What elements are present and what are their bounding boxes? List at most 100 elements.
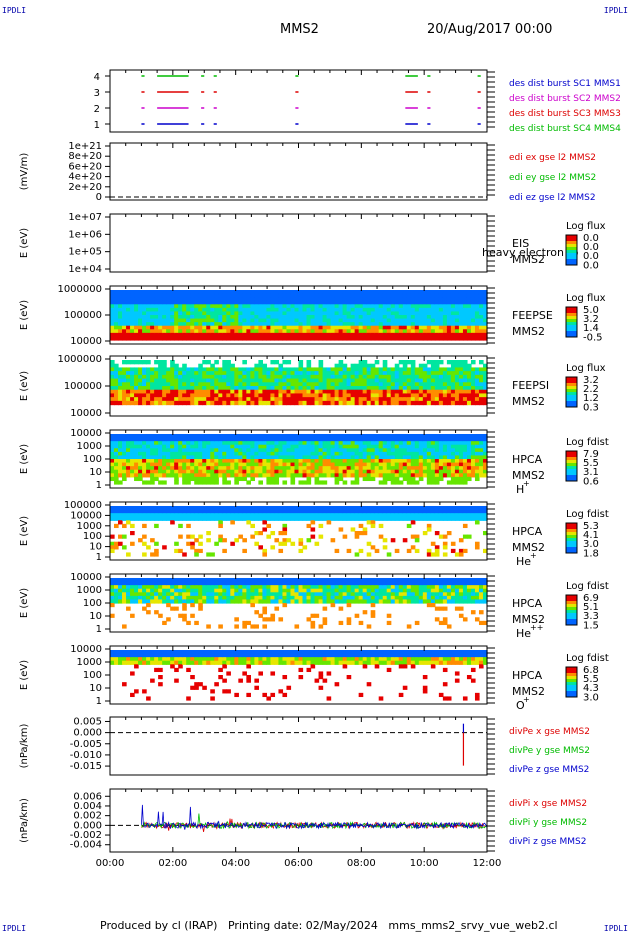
hpca-hepp-panel-pixel (266, 617, 272, 622)
hpca-h-panel-pixel (214, 466, 219, 471)
feepse-panel-pixel (318, 300, 324, 305)
hpca-h-panel-pixel (254, 466, 259, 471)
hpca-hepp-panel-pixel (178, 595, 183, 601)
hpca-h-panel-pixel (146, 455, 151, 460)
feepsi-panel-pixel (182, 382, 187, 387)
feepsi-panel-instrument-name: FEEPSI (512, 379, 549, 392)
feepsi-panel-pixel (278, 393, 284, 398)
feepse-panel-pixel (450, 290, 456, 295)
hpca-h-panel-pixel (158, 441, 163, 446)
feepsi-panel-pixel (442, 367, 448, 372)
feepse-panel-pixel (206, 297, 211, 302)
hpca-hepp-panel-pixel (250, 592, 255, 597)
feepse-panel-pixel (202, 293, 207, 298)
hpca-he-panel-pixel (330, 513, 336, 518)
feepse-panel-pixel (450, 293, 456, 298)
feepsi-panel-pixel (358, 363, 364, 369)
hpca-h-panel-pixel (406, 466, 412, 471)
hpca-hepp-panel-pixel (166, 578, 171, 583)
hpca-h-panel-pixel (186, 473, 191, 478)
hpca-hepp-panel-pixel (246, 581, 251, 586)
feepse-panel-pixel (174, 290, 179, 295)
hpca-h-panel-pixel (226, 444, 231, 449)
hpca-hepp-panel-pixel (206, 599, 211, 604)
feepse-panel-pixel (482, 293, 488, 298)
feepsi-panel-pixel (278, 389, 284, 395)
feepsi-panel-ytick-label: 10000 (70, 408, 102, 419)
hpca-he-panel-pixel (142, 552, 147, 557)
hpca-hepp-panel-pixel (286, 592, 292, 597)
feepse-panel-pixel (246, 315, 251, 320)
hpca-h-panel-pixel (194, 448, 199, 453)
hpca-h-panel-pixel (314, 466, 320, 471)
feepse-panel-pixel (410, 332, 416, 338)
hpca-hepp-panel-pixel (158, 578, 163, 583)
hpca-hepp-panel-pixel (274, 599, 280, 604)
feepse-panel-pixel (162, 336, 167, 341)
feepsi-panel-pixel (390, 393, 396, 398)
hpca-he-panel-pixel (394, 513, 400, 518)
feepse-panel-pixel (386, 297, 392, 302)
feepsi-panel-pixel (346, 400, 352, 406)
hpca-he-panel-pixel (458, 538, 464, 543)
hpca-h-panel-pixel (250, 451, 255, 457)
hpca-h-panel-pixel (466, 469, 472, 474)
hpca-h-panel-pixel (350, 437, 356, 442)
eis-panel-colorbar-frame (565, 234, 578, 266)
feepsi-panel-pixel (482, 363, 488, 369)
feepse-panel-pixel (182, 300, 187, 305)
hpca-hepp-panel-pixel (202, 595, 207, 601)
hpca-h-panel-pixel (250, 444, 255, 449)
hpca-h-panel-pixel (390, 441, 396, 446)
hpca-he-panel-pixel (122, 509, 127, 514)
feepsi-panel-pixel (386, 386, 392, 391)
edi-panel-frame (109, 142, 488, 201)
feepsi-panel-pixel (450, 382, 456, 387)
feepsi-panel-pixel (230, 363, 235, 369)
feepse-panel-pixel (270, 322, 276, 327)
feepsi-panel-pixel (474, 400, 480, 406)
hpca-h-panel-pixel (114, 444, 119, 449)
hpca-h-panel-pixel (390, 444, 396, 449)
hpca-hepp-panel-pixel (258, 595, 264, 601)
feepse-panel-pixel (170, 318, 175, 323)
feepsi-panel-pixel (370, 371, 376, 376)
hpca-h-panel-pixel (198, 451, 203, 457)
feepsi-panel-pixel (206, 371, 211, 376)
feepsi-panel-pixel (266, 371, 272, 376)
feepse-panel-pixel (330, 307, 336, 313)
hpca-he-panel-pixel (454, 552, 460, 557)
hpca-hepp-panel-pixel (110, 581, 115, 586)
hpca-h-panel-pixel (326, 466, 332, 471)
hpca-h-panel-pixel (170, 459, 175, 464)
hpca-h-panel-pixel (366, 466, 372, 471)
feepse-panel-pixel (202, 332, 207, 338)
hpca-he-panel-pixel (438, 534, 444, 539)
feepse-panel-pixel (474, 322, 480, 327)
hpca-he-panel-pixel (262, 520, 268, 525)
feepse-panel-pixel (478, 332, 484, 338)
hpca-h-panel-pixel (174, 455, 179, 460)
feepse-panel-pixel (326, 329, 332, 334)
feepsi-panel-pixel (310, 378, 316, 383)
feepsi-panel-pixel (246, 389, 251, 395)
hpca-he-panel-colorbar-tick: 5.3 (583, 521, 599, 532)
hpca-h-panel-pixel (318, 448, 324, 453)
feepse-panel-pixel (222, 329, 227, 334)
hpca-h-panel-pixel (454, 455, 460, 460)
feepse-panel-pixel (402, 300, 408, 305)
hpca-hepp-panel-pixel (154, 585, 159, 590)
hpca-h-panel-pixel (274, 473, 280, 478)
hpca-h-panel-pixel (290, 476, 296, 482)
feepsi-panel-pixel (274, 386, 280, 391)
hpca-he-panel-pixel (446, 509, 452, 514)
hpca-h-panel-pixel (410, 469, 416, 474)
hpca-h-panel-instrument-name: HPCA (512, 453, 543, 466)
hpca-hepp-panel-pixel (274, 581, 280, 586)
feepsi-panel-pixel (458, 386, 464, 391)
hpca-h-panel-pixel (210, 459, 215, 464)
hpca-h-panel-pixel (358, 459, 364, 464)
feepsi-panel-pixel (154, 393, 159, 398)
feepsi-panel-pixel (278, 371, 284, 376)
feepsi-panel-pixel (422, 374, 428, 380)
